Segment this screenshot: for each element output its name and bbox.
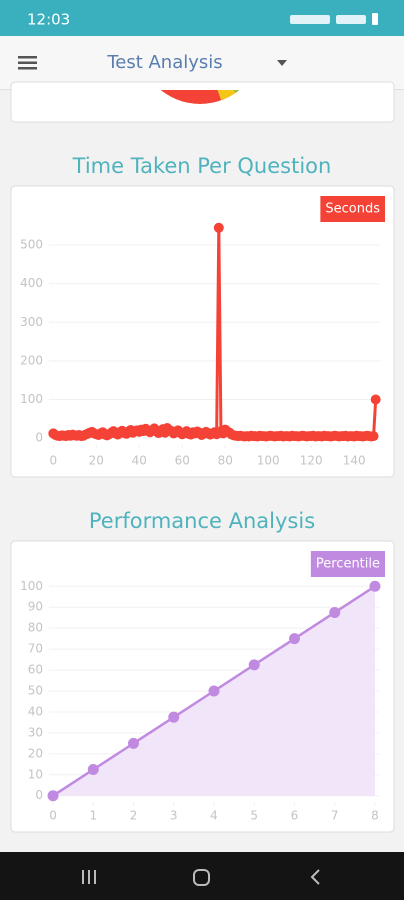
legend-box bbox=[310, 551, 385, 577]
x-tick-label: 4 bbox=[210, 809, 218, 823]
x-tick-label: 3 bbox=[170, 809, 178, 823]
y-tick-label: 10 bbox=[28, 767, 43, 781]
point bbox=[369, 580, 381, 592]
y-tick-label: 40 bbox=[28, 704, 43, 718]
y-tick-label: 400 bbox=[20, 276, 43, 290]
legend-label: Seconds bbox=[325, 202, 380, 217]
x-tick-label: 120 bbox=[300, 454, 323, 468]
point bbox=[87, 764, 99, 776]
x-tick-label: 140 bbox=[343, 454, 366, 468]
x-tick-label: 8 bbox=[371, 809, 379, 823]
chart-title: Time Taken Per Question bbox=[72, 154, 332, 178]
x-tick-label: 1 bbox=[89, 809, 97, 823]
card bbox=[10, 185, 395, 478]
nav-recents[interactable] bbox=[82, 870, 96, 884]
status-icons bbox=[290, 13, 378, 25]
y-tick-label: 60 bbox=[28, 663, 43, 677]
status-time: 12:03 bbox=[27, 11, 70, 29]
point bbox=[368, 431, 379, 442]
app-bar bbox=[0, 36, 404, 90]
x-tick-label: 60 bbox=[175, 454, 190, 468]
y-tick-label: 20 bbox=[28, 746, 43, 760]
point bbox=[128, 737, 140, 749]
y-tick-label: 90 bbox=[28, 600, 43, 614]
x-tick-label: 6 bbox=[291, 809, 299, 823]
app-title[interactable]: Test Analysis bbox=[106, 52, 222, 73]
y-tick-label: 30 bbox=[28, 725, 43, 739]
y-tick-label: 0 bbox=[35, 431, 43, 445]
legend-label: Percentile bbox=[316, 557, 380, 572]
x-tick-label: 2 bbox=[130, 809, 138, 823]
point bbox=[370, 394, 381, 405]
x-tick-label: 20 bbox=[89, 454, 104, 468]
dropdown-arrow[interactable] bbox=[277, 60, 287, 66]
x-tick-label: 7 bbox=[331, 809, 339, 823]
y-tick-label: 70 bbox=[28, 642, 43, 656]
x-tick-label: 80 bbox=[218, 454, 233, 468]
point bbox=[168, 711, 180, 723]
point bbox=[248, 659, 260, 671]
y-tick-label: 200 bbox=[20, 353, 43, 367]
point bbox=[329, 606, 341, 618]
x-tick-label: 5 bbox=[250, 809, 258, 823]
point bbox=[288, 633, 300, 645]
y-tick-label: 80 bbox=[28, 621, 43, 635]
x-tick-label: 0 bbox=[49, 809, 57, 823]
point bbox=[213, 222, 224, 233]
nav-home[interactable] bbox=[193, 869, 210, 886]
nav-bar bbox=[0, 852, 404, 900]
x-tick-label: 0 bbox=[49, 454, 57, 468]
menu-button[interactable] bbox=[18, 56, 37, 70]
x-tick-label: 100 bbox=[257, 454, 280, 468]
y-tick-label: 500 bbox=[20, 238, 43, 252]
nav-back[interactable] bbox=[310, 869, 320, 885]
y-tick-label: 300 bbox=[20, 315, 43, 329]
y-tick-label: 0 bbox=[35, 788, 43, 802]
y-tick-label: 100 bbox=[20, 579, 43, 593]
legend-box bbox=[320, 196, 385, 222]
pie-fragment bbox=[160, 90, 240, 104]
chart-title: Performance Analysis bbox=[89, 509, 315, 533]
point bbox=[47, 790, 59, 802]
x-tick-label: 40 bbox=[132, 454, 147, 468]
point bbox=[208, 685, 220, 697]
y-tick-label: 50 bbox=[28, 684, 43, 698]
y-tick-label: 100 bbox=[20, 392, 43, 406]
